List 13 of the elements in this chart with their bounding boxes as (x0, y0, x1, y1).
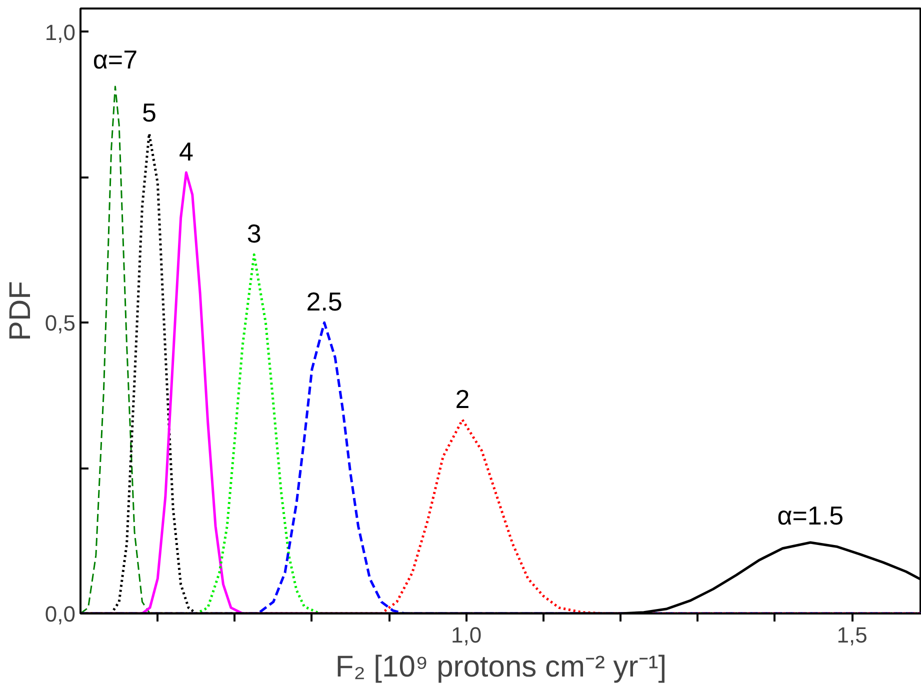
x-axis-title: F₂ [10⁹ protons cm⁻² yr⁻¹] (335, 650, 667, 684)
y-tick-label: 1,0 (44, 20, 76, 45)
x-tick-label: 1,5 (836, 622, 868, 648)
annotation: α=7 (92, 44, 138, 74)
annotation: 5 (142, 98, 156, 128)
annotation: α=1.5 (777, 500, 844, 531)
annotation: 2.5 (306, 286, 342, 317)
annotation: 3 (246, 218, 262, 249)
y-tick-label: 0,5 (44, 310, 76, 336)
annotation: 2 (455, 384, 470, 414)
y-tick-label: 0,0 (44, 602, 76, 626)
annotation: 4 (178, 136, 194, 167)
y-axis-title: PDF (4, 281, 37, 341)
